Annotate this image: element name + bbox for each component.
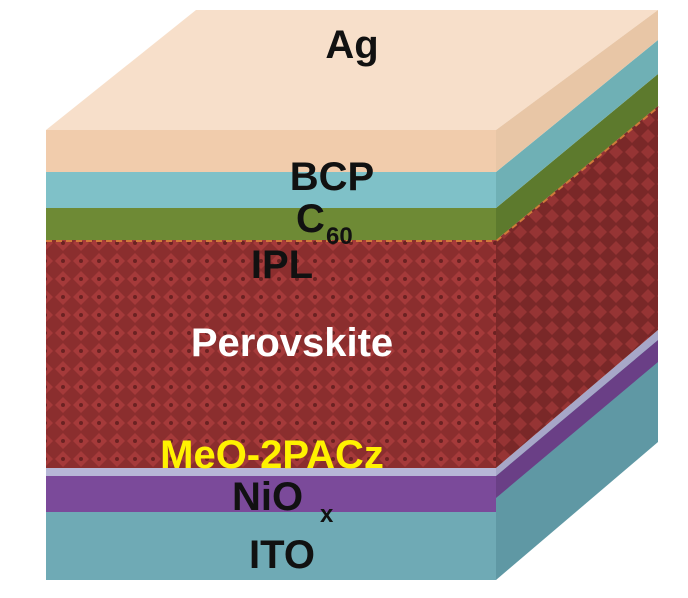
label-meo2pacz: MeO-2PACz <box>160 433 384 477</box>
c60-side <box>496 74 658 240</box>
ag-side <box>496 10 658 172</box>
meo2pacz-front <box>46 468 496 476</box>
perovskite-front <box>46 240 496 468</box>
label-bcp: BCP <box>290 155 374 199</box>
niox-front <box>46 476 496 512</box>
svg-text:60: 60 <box>326 223 353 250</box>
niox-side <box>496 340 658 498</box>
label-ag: Ag <box>325 23 378 67</box>
svg-text:x: x <box>320 501 334 528</box>
meo2pacz-side <box>496 330 658 476</box>
bcp-front <box>46 172 496 208</box>
label-c60: C 60 <box>296 197 353 250</box>
bcp-side <box>496 40 658 208</box>
svg-text:C: C <box>296 197 325 241</box>
label-ipl: IPL <box>251 243 313 287</box>
perovskite-side <box>496 106 658 468</box>
ag-front <box>46 130 496 172</box>
label-ito: ITO <box>249 533 315 577</box>
ag-top <box>46 10 658 130</box>
c60-front <box>46 208 496 240</box>
svg-text:NiO: NiO <box>232 475 303 519</box>
label-perovskite: Perovskite <box>191 321 393 365</box>
ito-front <box>46 512 496 580</box>
label-niox: NiO x <box>232 475 334 528</box>
